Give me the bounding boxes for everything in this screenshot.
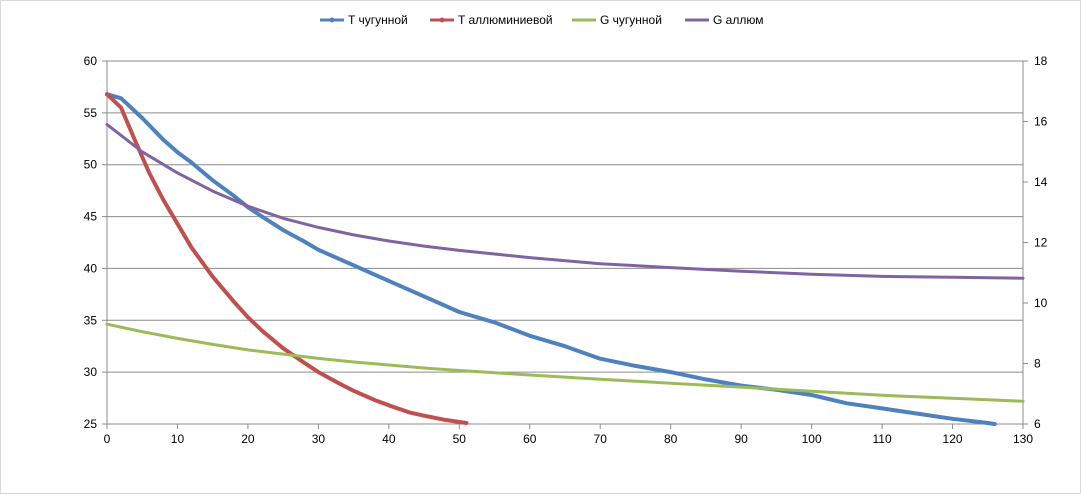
series-point (985, 421, 990, 425)
y2-tick-label: 18 (1034, 54, 1048, 68)
series-point (422, 294, 426, 299)
y2-tick-label: 12 (1034, 236, 1048, 250)
series-point (387, 403, 391, 408)
legend-marker (329, 17, 335, 23)
series-point (210, 178, 215, 183)
series-point (880, 406, 884, 411)
series-point (281, 346, 285, 351)
series-point (809, 393, 814, 397)
series-point (351, 389, 356, 393)
x-tick-label: 50 (453, 432, 467, 446)
x-tick-label: 110 (873, 432, 892, 446)
series-point (351, 263, 356, 268)
legend-label: T аллюминиевой (458, 13, 553, 27)
legend-label: G аллюм (713, 13, 763, 27)
series-point (133, 139, 137, 143)
series-point (464, 421, 469, 425)
x-tick-label: 70 (594, 432, 608, 446)
legend-marker (439, 17, 445, 23)
x-tick-label: 60 (523, 432, 537, 446)
y-tick-label: 25 (84, 417, 98, 431)
series-point (563, 344, 567, 349)
y2-tick-label: 16 (1034, 115, 1048, 129)
series-point (316, 247, 321, 252)
series-point (140, 116, 145, 120)
series-point (175, 222, 180, 226)
x-tick-label: 30 (312, 432, 326, 446)
axes (102, 60, 1028, 429)
series-point (915, 411, 920, 416)
series-point (302, 239, 307, 244)
series-point (704, 377, 708, 382)
series-point (232, 194, 236, 198)
series-point (337, 381, 342, 386)
series-point (598, 356, 603, 361)
series-point (189, 245, 194, 250)
series-point (147, 171, 152, 175)
series-point (232, 299, 236, 304)
series-line-2 (105, 92, 469, 425)
series-point (422, 413, 426, 418)
series-point (281, 228, 285, 232)
series-point (845, 401, 849, 406)
y-tick-label: 60 (84, 54, 98, 68)
y-tick-label: 50 (84, 158, 98, 172)
series-point (950, 417, 955, 421)
series-point (119, 105, 123, 110)
series-point (119, 96, 123, 101)
x-tick-label: 100 (802, 432, 822, 446)
series-point (387, 279, 391, 283)
series-point (161, 138, 166, 142)
y-tick-label: 55 (84, 106, 98, 120)
x-tick-label: 120 (943, 432, 963, 446)
series-point (210, 274, 215, 279)
y2-tick-label: 6 (1034, 417, 1041, 431)
x-tick-label: 80 (664, 432, 678, 446)
series-line-4 (105, 123, 1025, 280)
series-point (260, 328, 264, 333)
gridlines (107, 60, 1023, 425)
x-tick-label: 90 (734, 432, 748, 446)
series-point (457, 310, 462, 314)
series-point (443, 418, 448, 422)
x-tick-label: 20 (241, 432, 255, 446)
x-tick-label: 10 (171, 432, 185, 446)
legend-label: G чугунной (600, 13, 662, 27)
y2-tick-label: 10 (1034, 296, 1048, 310)
x-tick-label: 40 (382, 432, 396, 446)
series-point (316, 370, 321, 374)
series-point (260, 214, 264, 219)
tick-labels: 0 10 20 30 40 50 60 70 80 90 100 110 120 130 25 30 35 40 4… (84, 54, 1048, 446)
y-tick-label: 35 (84, 313, 98, 327)
series-point (668, 370, 673, 374)
series-point (302, 361, 307, 365)
series-line-3 (105, 322, 1025, 403)
series-point (105, 92, 109, 96)
x-tick-label: 130 (1013, 432, 1033, 446)
series-point (246, 315, 250, 319)
y2-tick-label: 14 (1034, 175, 1048, 189)
series-point (492, 320, 497, 325)
legend-label: T чугунной (348, 13, 408, 27)
series-point (161, 198, 166, 202)
series-point (372, 398, 377, 402)
y-tick-label: 40 (84, 261, 98, 275)
y-tick-label: 45 (84, 210, 98, 224)
series-point (527, 334, 532, 338)
y-tick-label: 30 (84, 365, 98, 379)
series-point (993, 422, 997, 426)
series-point (189, 160, 194, 165)
y2-tick-label: 8 (1034, 357, 1041, 371)
series-point (408, 410, 412, 415)
x-tick-label: 0 (104, 432, 111, 446)
series-lines (105, 92, 1025, 426)
series-point (633, 364, 638, 368)
series-point (175, 150, 180, 155)
legend: T чугунной T аллюминиевой G чугунной G аллю… (320, 13, 763, 27)
